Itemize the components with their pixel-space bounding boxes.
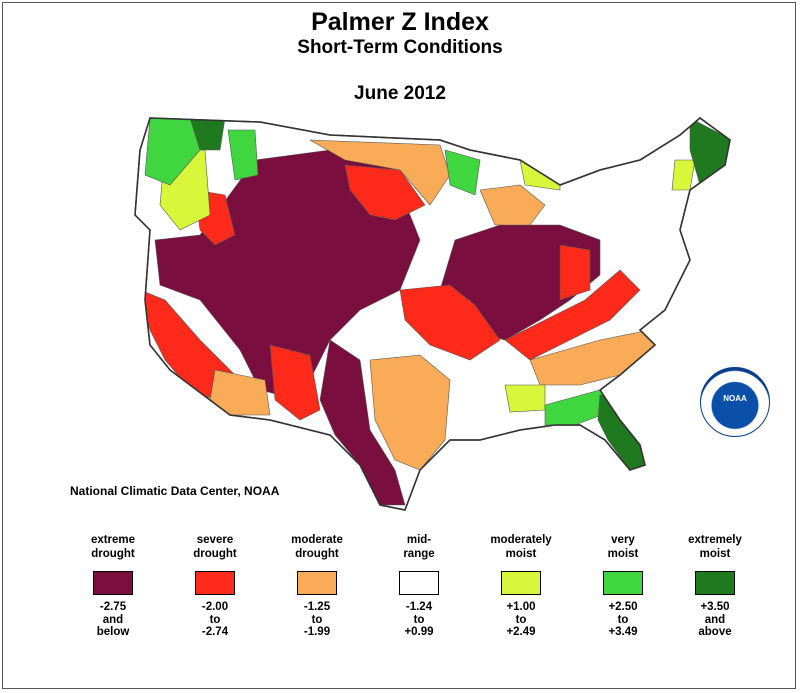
legend-range: -2.75 and below [58, 601, 168, 639]
legend-range: -1.24 to +0.99 [364, 601, 474, 639]
legend-label-line: moist [699, 548, 731, 560]
legend-range-line: -2.00 [201, 601, 229, 613]
legend-range-line: to [413, 613, 425, 626]
legend-swatch [297, 571, 337, 595]
legend-label-line: extreme [90, 534, 136, 546]
legend-range: +1.00 to +2.49 [466, 601, 576, 639]
legend-item-extreme-drought: extreme drought -2.75 and below [58, 533, 168, 639]
legend-item-moderate-drought: moderate drought -1.25 to -1.99 [262, 533, 372, 639]
region-moderate-drought-north-plains [309, 139, 451, 206]
map-subtitle: Short-Term Conditions [297, 37, 503, 58]
legend-range-line: -1.24 [405, 601, 433, 613]
legend-range-line: and [704, 613, 726, 626]
region-very-moist-idaho [227, 129, 259, 181]
legend-range-line: and [102, 613, 124, 626]
legend-range-line: +2.50 [608, 601, 638, 613]
legend-range-line: +0.99 [404, 626, 434, 638]
noaa-logo: NOAA [700, 367, 770, 437]
legend-label-line: moderate [291, 534, 343, 546]
legend-label-line: drought [295, 548, 339, 560]
region-severe-drought-indiana [559, 244, 591, 301]
legend-label: moderate drought [262, 533, 372, 563]
legend-item-moderately-moist: moderately moist +1.00 to +2.49 [466, 533, 576, 639]
region-severe-drought-ohio-valley [504, 269, 641, 361]
region-moderate-drought-texas [369, 354, 451, 471]
region-moderately-moist-deep-south [504, 384, 546, 413]
legend-label-line: moderately [490, 534, 552, 546]
legend-swatch [93, 571, 133, 595]
legend-range-line: +3.50 [700, 601, 730, 613]
legend-range: -1.25 to -1.99 [262, 601, 372, 639]
legend-swatch [399, 571, 439, 595]
region-severe-drought-southwest [269, 344, 321, 421]
legend-range-line: -1.25 [303, 601, 331, 613]
legend-label: moderately moist [466, 533, 576, 563]
legend-range-line: to [617, 613, 629, 626]
legend-item-very-moist: very moist +2.50 to +3.49 [568, 533, 678, 639]
legend-range-line: below [96, 626, 130, 638]
legend-range-line: +3.49 [608, 626, 638, 638]
region-very-moist-gulf-coast [544, 389, 616, 426]
legend-swatch [603, 571, 643, 595]
region-moderate-drought-arizona [209, 369, 271, 416]
legend-range-line: +2.49 [506, 626, 536, 638]
region-moderate-drought-great-lakes [479, 184, 546, 226]
legend-label: mid- range [364, 533, 474, 563]
legend-range-line: -1.99 [303, 626, 331, 638]
legend-swatch [195, 571, 235, 595]
legend-item-extremely-moist: extremely moist +3.50 and above [660, 533, 770, 639]
legend-label-line: mid- [406, 534, 432, 546]
legend-range: +3.50 and above [660, 601, 770, 639]
legend-label: very moist [568, 533, 678, 563]
legend-item-severe-drought: severe drought -2.00 to -2.74 [160, 533, 270, 639]
legend-range-line: -2.75 [99, 601, 127, 613]
noaa-logo-text: NOAA [723, 394, 747, 403]
legend-range: -2.00 to -2.74 [160, 601, 270, 639]
map-title: Palmer Z Index [311, 8, 489, 36]
legend-item-mid-range: mid- range -1.24 to +0.99 [364, 533, 474, 639]
region-extreme-drought-texas [319, 339, 406, 506]
legend-label-line: drought [193, 548, 237, 560]
legend-label: extreme drought [58, 533, 168, 563]
legend-range: +2.50 to +3.49 [568, 601, 678, 639]
legend-range-line: to [209, 613, 221, 626]
us-border [134, 117, 731, 511]
legend-label-line: range [403, 548, 435, 560]
legend-label-line: severe [196, 534, 234, 546]
region-severe-drought-central [399, 284, 501, 361]
legend-range-line: to [311, 613, 323, 626]
legend-range-line: to [515, 613, 527, 626]
legend-label: extremely moist [660, 533, 770, 563]
legend-swatch [695, 571, 735, 595]
legend-label-line: drought [91, 548, 135, 560]
legend-range-line: above [698, 626, 732, 638]
legend-label-line: very [611, 534, 635, 546]
legend-label-line: moist [505, 548, 537, 560]
legend-range-line: -2.74 [201, 626, 229, 638]
legend-label-line: extremely [688, 534, 742, 546]
legend-label: severe drought [160, 533, 270, 563]
legend-label-line: moist [607, 548, 639, 560]
legend-swatch [501, 571, 541, 595]
map-date: June 2012 [354, 83, 446, 104]
region-extremely-moist-northwest [189, 118, 226, 151]
credit-line: National Climatic Data Center, NOAA [70, 484, 280, 498]
legend-range-line: +1.00 [506, 601, 536, 613]
region-very-moist-minnesota [444, 149, 481, 196]
